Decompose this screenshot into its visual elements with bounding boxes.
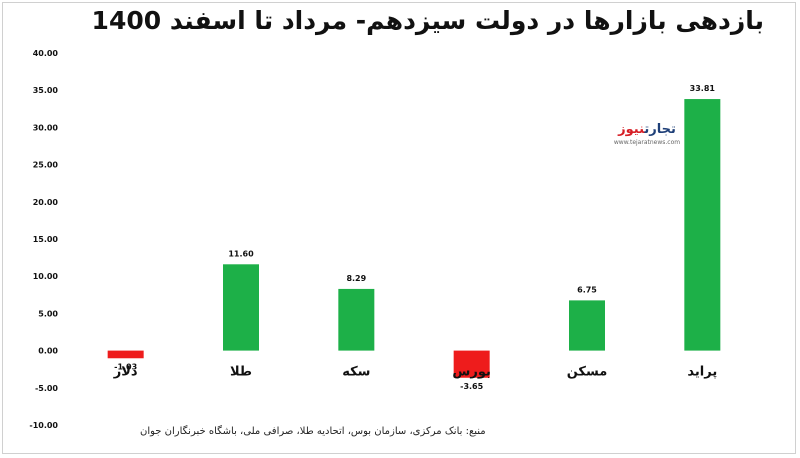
source-note: منبع: بانک مرکزی، سازمان بوس، اتحادیه طل… xyxy=(140,426,486,437)
y-tick-label: 10.00 xyxy=(33,272,59,281)
y-tick-label: 35.00 xyxy=(33,86,59,95)
bar xyxy=(107,350,144,359)
y-tick-label: 5.00 xyxy=(38,309,58,318)
logo-url: www.tejaratnews.com xyxy=(613,139,681,146)
y-tick-label: 15.00 xyxy=(33,235,59,244)
bar xyxy=(338,288,375,351)
y-tick-label: 40.00 xyxy=(33,49,59,58)
y-tick-label: -10.00 xyxy=(29,421,58,430)
category-label: دلار xyxy=(113,365,138,380)
value-label: -3.65 xyxy=(460,382,483,391)
category-label: طلا xyxy=(230,365,252,380)
value-label: 33.81 xyxy=(690,84,716,93)
chart-frame xyxy=(2,2,796,454)
category-label: بورس xyxy=(452,365,490,380)
y-tick-label: 25.00 xyxy=(33,161,59,170)
bar xyxy=(453,350,490,378)
logo-name-part2: نیوز xyxy=(618,122,645,137)
tejaratnews-logo: تجارتنیوز www.tejaratnews.com xyxy=(611,122,683,154)
bar xyxy=(684,99,721,351)
value-labels: -1.03 11.60 8.29 -3.65 6.75 33.81 xyxy=(114,84,715,391)
value-label: -1.03 xyxy=(114,362,137,371)
chart-title: بازدهی بازارها در دولت سیزدهم- مرداد تا … xyxy=(91,6,764,35)
category-label: سکه xyxy=(342,365,370,380)
value-label: 8.29 xyxy=(346,274,366,283)
category-labels: دلار طلا سکه بورس مسکن پراید xyxy=(113,365,718,380)
bar xyxy=(569,300,605,351)
logo-name-part1: تجارت xyxy=(644,122,676,137)
y-tick-label: 20.00 xyxy=(33,198,59,207)
y-tick-label: 0.00 xyxy=(38,347,58,356)
category-label: پراید xyxy=(687,365,717,380)
value-label: 6.75 xyxy=(577,285,597,294)
y-tick-label: -5.00 xyxy=(35,384,58,393)
bar xyxy=(223,264,259,351)
y-tick-label: 30.00 xyxy=(33,123,59,132)
y-axis-ticks: -10.00 -5.00 0.00 5.00 10.00 15.00 20.00 25.00 3… xyxy=(29,49,58,430)
value-label: 11.60 xyxy=(228,249,254,258)
bars xyxy=(107,99,721,378)
category-label: مسکن xyxy=(567,365,608,380)
